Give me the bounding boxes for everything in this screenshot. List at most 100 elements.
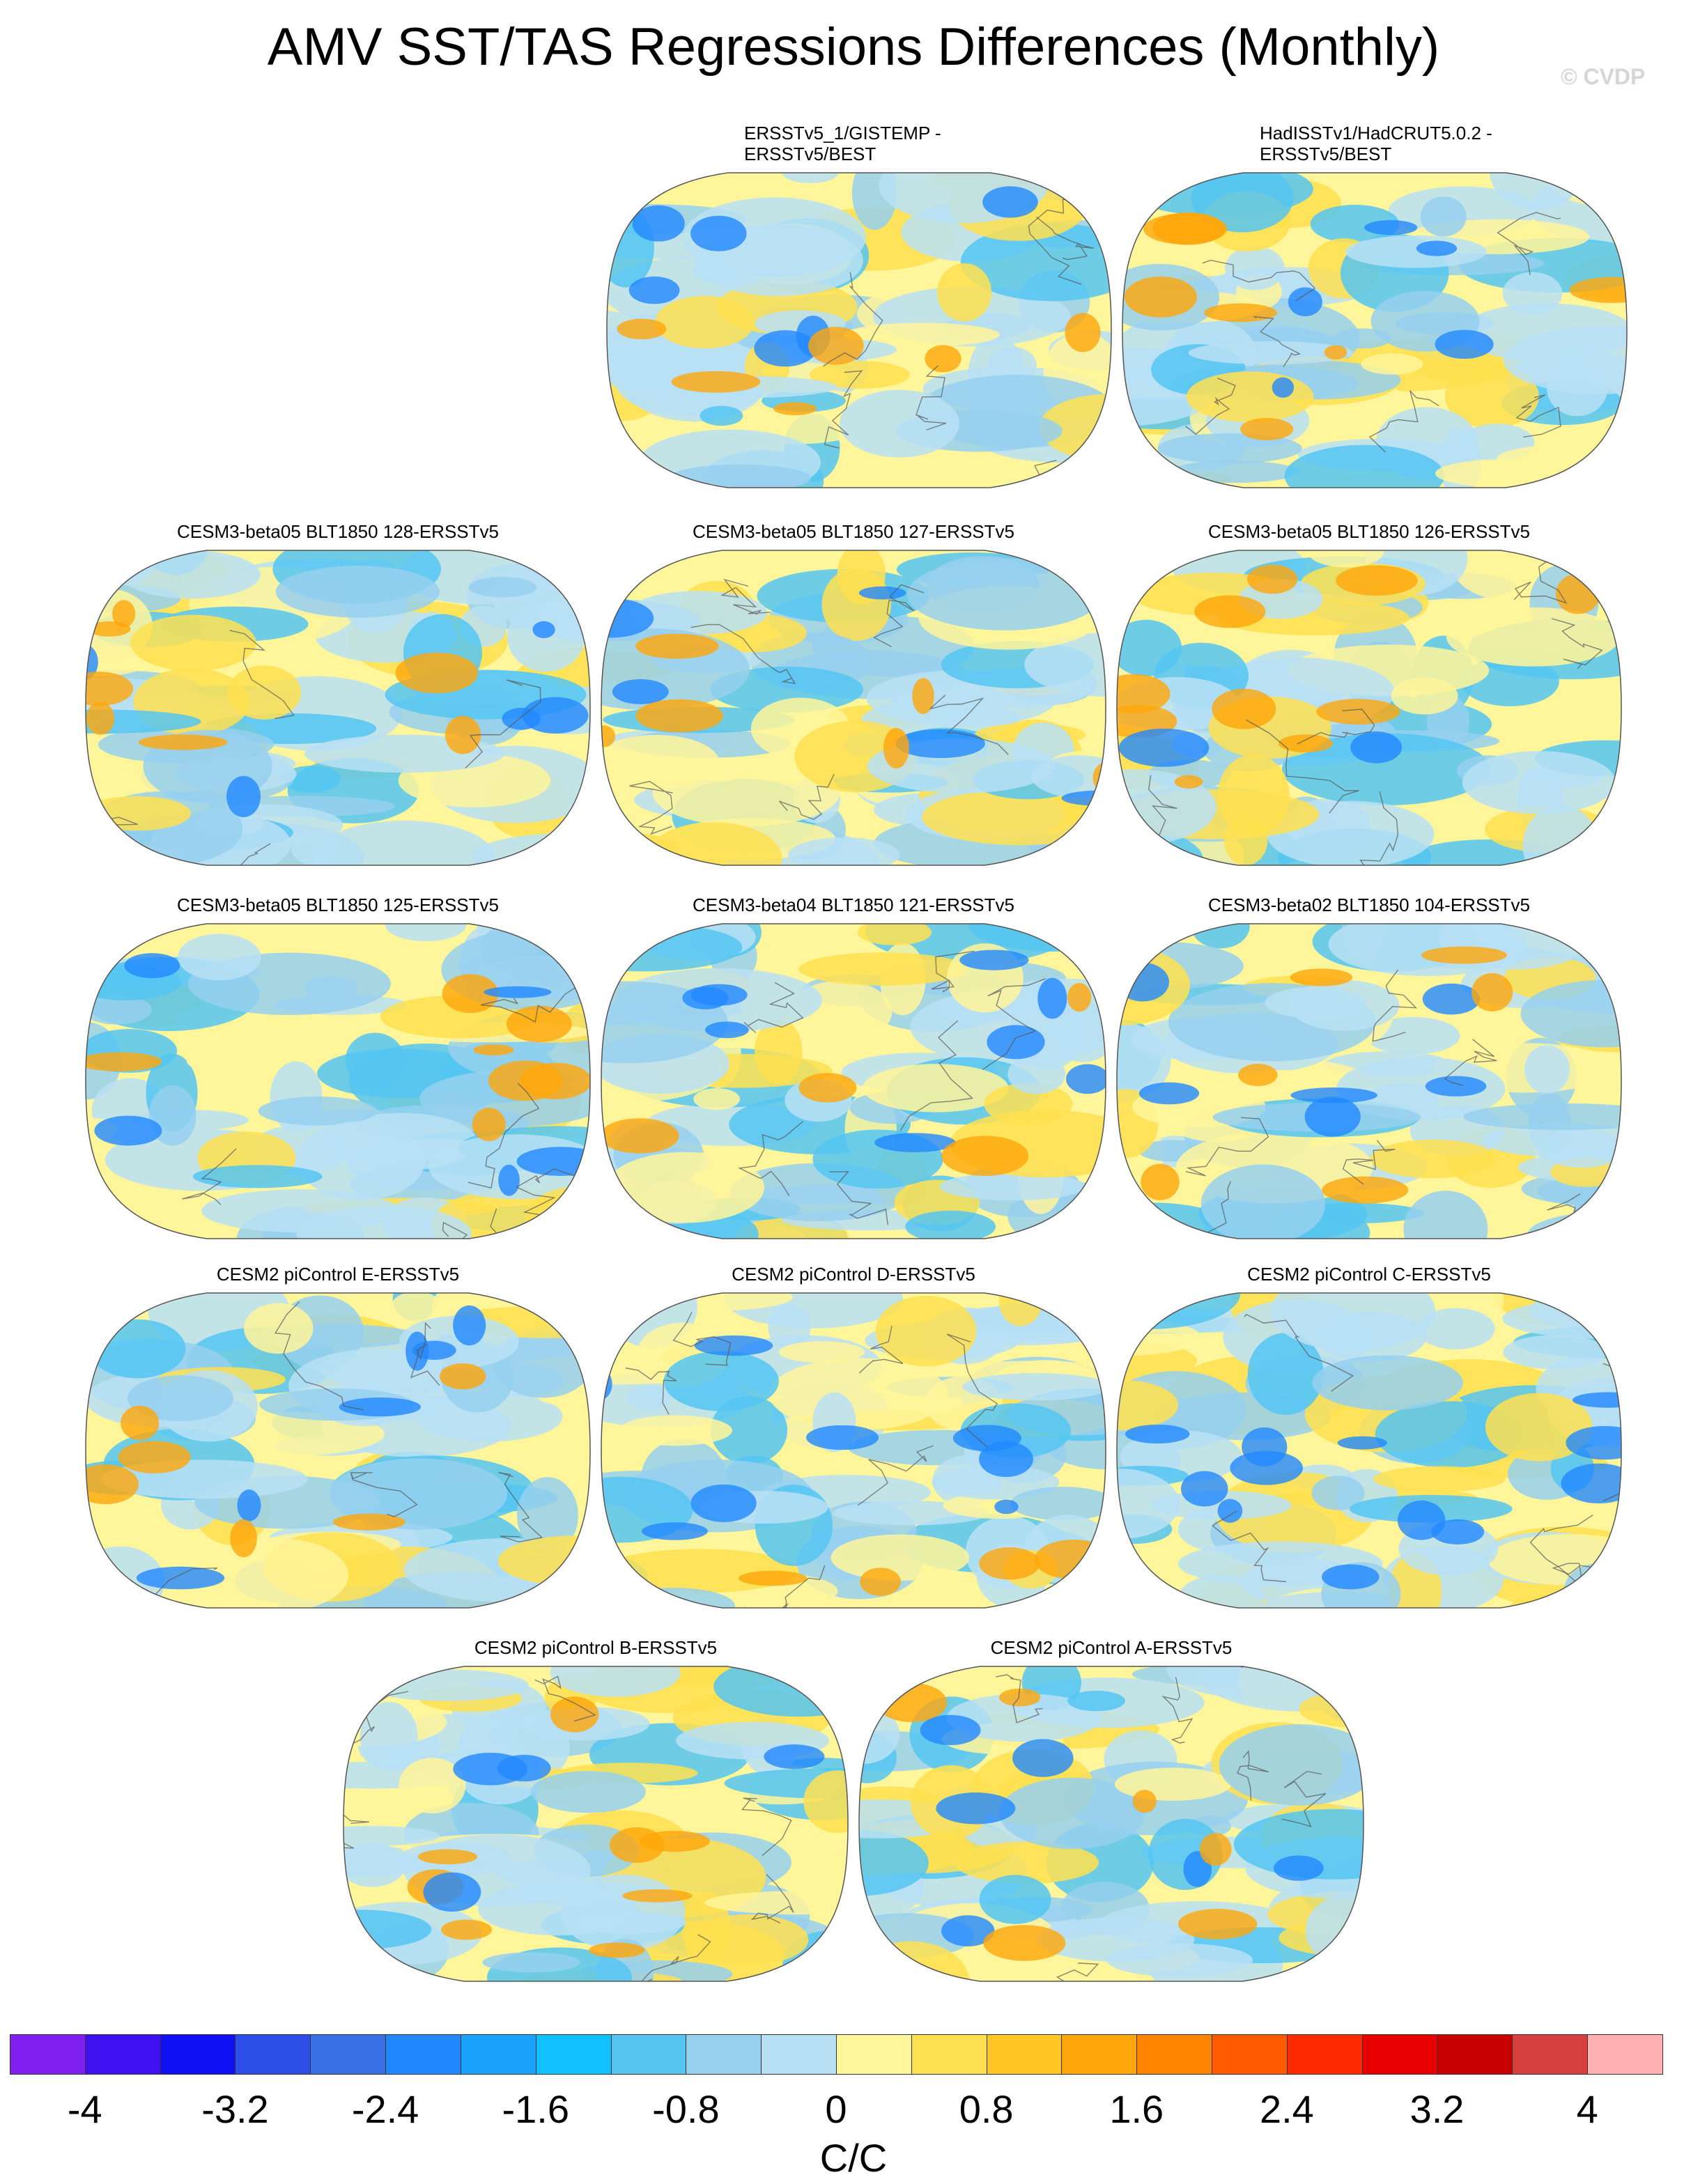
map-contour-blob: [999, 1293, 1042, 1326]
colorbar-tick-label: 0: [825, 2087, 847, 2131]
coastline: [229, 630, 295, 720]
map-contour-blob: [1425, 1076, 1487, 1097]
map-contour-blob: [441, 1919, 493, 1940]
coastline: [743, 982, 804, 1033]
panel-title-line-2: ERSSTv5/BEST: [1260, 144, 1392, 164]
colorbar-tick-label: 0.8: [959, 2087, 1014, 2131]
map-contour-blob: [1290, 1087, 1378, 1103]
map-contour-blob: [1143, 213, 1228, 245]
map-contour-blob: [999, 1777, 1145, 1850]
map-contour-blob: [124, 953, 180, 979]
panel-title: HadISSTv1/HadCRUT5.0.2 - ERSSTv5/BEST: [1260, 123, 1629, 164]
map-contour-blob: [987, 346, 1037, 384]
map-contour-blob: [937, 263, 992, 322]
map-contour-blob: [112, 600, 136, 628]
map-contour-blob: [1322, 1176, 1409, 1204]
map-contour-blob: [1361, 353, 1423, 375]
map-contour-blob: [333, 1513, 405, 1531]
colorbar-box: [310, 2034, 387, 2075]
map-contour-blob: [890, 684, 989, 722]
map-contour-blob: [1288, 287, 1322, 317]
coastline: [738, 1121, 804, 1196]
map-contour-blob: [1132, 1790, 1157, 1813]
map-contour-blob: [516, 1477, 578, 1554]
colorbar-box: [1061, 2034, 1138, 2075]
map-contour-blob: [857, 924, 932, 945]
map-contour-blob: [1065, 313, 1101, 353]
map-contour-blob: [979, 1441, 1033, 1478]
map-contour-blob: [86, 1052, 162, 1071]
map-contour-blob: [690, 215, 747, 251]
map-contour-blob: [1304, 1097, 1361, 1137]
map-contour-blob: [1284, 444, 1445, 488]
colorbar-tick-label: 3.2: [1409, 2087, 1465, 2131]
map-contour-blob: [645, 822, 782, 865]
map-contour-blob: [979, 1875, 1051, 1924]
coastline: [778, 774, 835, 820]
map-contour-blob: [1117, 674, 1171, 714]
map-contour-blob: [1416, 240, 1458, 256]
map-contour-blob: [1012, 1739, 1074, 1777]
coastline: [946, 1333, 998, 1448]
coastline: [86, 837, 109, 865]
coastline: [823, 272, 883, 367]
coastline: [1028, 198, 1082, 285]
map-contour-blob: [192, 1165, 323, 1188]
coastline: [274, 1301, 364, 1411]
map-outline: [601, 1292, 1106, 1609]
map-contour-blob: [1503, 1335, 1607, 1370]
coastline: [1515, 394, 1561, 438]
panel-map: [85, 1292, 591, 1609]
map-contour-blob: [1124, 276, 1197, 318]
map-contour-blob: [1566, 1425, 1621, 1460]
map-field: [601, 1293, 1106, 1608]
panel-title: CESM2 piControl E-ERSSTv5: [216, 1264, 460, 1285]
map-contour-blob: [641, 1522, 708, 1540]
map-contour-blob: [121, 1405, 160, 1441]
map-contour-blob: [258, 1097, 378, 1126]
map-contour-blob: [468, 577, 537, 598]
map-contour-blob: [86, 924, 133, 952]
map-contour-blob: [803, 1770, 848, 1834]
map-contour-blob: [345, 1032, 405, 1087]
panel-title: CESM3-beta04 BLT1850 121-ERSSTv5: [693, 894, 1014, 915]
map-contour-blob: [1168, 460, 1299, 483]
map-contour-blob: [103, 1227, 159, 1239]
map-contour-blob: [805, 1425, 879, 1450]
map-contour-blob: [932, 1465, 1060, 1500]
colorbar-tick-label: -3.2: [201, 2087, 269, 2131]
colorbar-box: [10, 2034, 86, 2075]
coastline: [690, 624, 796, 684]
map-contour-blob: [482, 1952, 581, 1973]
coastline: [720, 578, 771, 615]
panel-title: CESM2 piControl D-ERSSTv5: [732, 1264, 975, 1285]
coastline: [1035, 216, 1094, 261]
map-contour-blob: [863, 1064, 1009, 1113]
panel-map: [1116, 1292, 1622, 1609]
map-contour-blob: [764, 1744, 825, 1769]
map-contour-blob: [1416, 1308, 1495, 1350]
colorbar-box: [1512, 2034, 1589, 2075]
map-contour-blob: [1106, 1943, 1253, 1977]
coastline: [1185, 1117, 1269, 1177]
map-contour-blob: [118, 1441, 191, 1473]
map-field: [1122, 173, 1627, 488]
map-contour-blob: [1191, 173, 1294, 233]
panel-title: CESM3-beta05 BLT1850 128-ERSSTv5: [177, 521, 499, 542]
map-contour-blob: [859, 1829, 929, 1896]
map-contour-blob: [1489, 173, 1584, 210]
map-outline: [1116, 923, 1622, 1239]
map-field: [1117, 1293, 1621, 1608]
coastline: [982, 978, 1046, 1070]
map-contour-blob: [527, 550, 590, 571]
map-contour-blob: [601, 1118, 679, 1154]
map-contour-blob: [626, 1385, 672, 1411]
panel-title: CESM3-beta05 BLT1850 125-ERSSTv5: [177, 894, 499, 915]
map-contour-blob: [671, 371, 761, 393]
map-contour-blob: [1117, 769, 1216, 846]
panel-title: CESM2 piControl A-ERSSTv5: [990, 1637, 1233, 1658]
colorbar-tick-label: 4: [1576, 2087, 1598, 2131]
map-contour-blob: [907, 558, 1104, 630]
map-contour-blob: [1125, 1424, 1190, 1443]
map-contour-blob: [1435, 330, 1494, 359]
